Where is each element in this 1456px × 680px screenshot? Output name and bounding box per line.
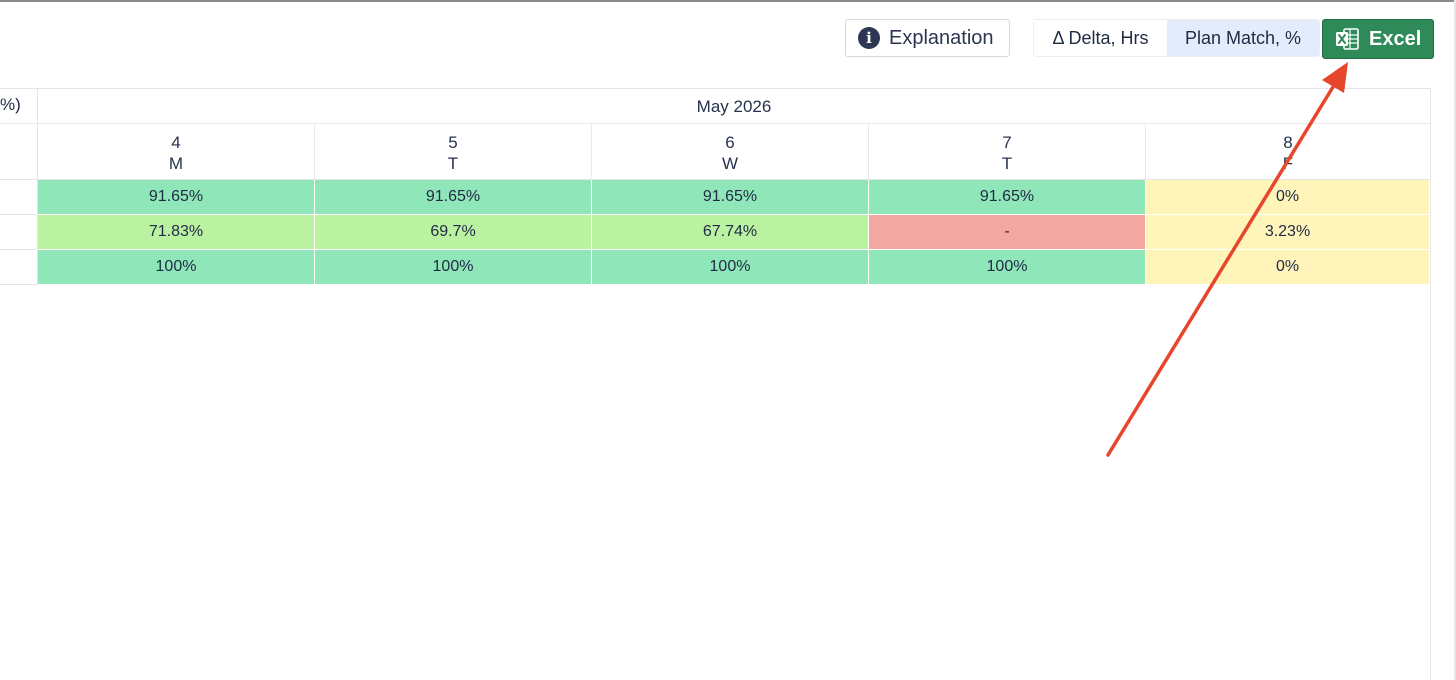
row-header-cell	[0, 180, 38, 215]
data-cell[interactable]: 100%	[38, 250, 315, 285]
data-cell[interactable]: 67.74%	[592, 215, 869, 250]
data-cell[interactable]: 91.65%	[869, 180, 1146, 215]
day-weekday: F	[1282, 154, 1294, 173]
data-cell[interactable]: 91.65%	[38, 180, 315, 215]
table-row: 71.83% 69.7% 67.74% - 3.23%	[0, 215, 1430, 250]
data-cell[interactable]: 91.65%	[315, 180, 592, 215]
data-cell[interactable]: 0%	[1146, 180, 1430, 215]
data-cell[interactable]: 3.23%	[1146, 215, 1430, 250]
data-cell[interactable]: 71.83%	[38, 215, 315, 250]
day-weekday: M	[168, 154, 184, 173]
window-right-border	[1454, 0, 1456, 680]
month-header: May 2026	[696, 97, 772, 116]
plan-match-table: %) May 2026 4 M 5 T 6 W 7 T 8 F 91.65% 9…	[0, 88, 1430, 285]
data-cell[interactable]: 91.65%	[592, 180, 869, 215]
excel-icon	[1335, 28, 1359, 50]
day-header: 5 T	[315, 124, 592, 179]
day-header: 6 W	[592, 124, 869, 179]
row-header-cell	[0, 250, 38, 285]
day-number: 8	[1283, 133, 1293, 152]
table-row: 100% 100% 100% 100% 0%	[0, 250, 1430, 285]
day-number: 7	[1002, 133, 1012, 152]
month-header-row: %) May 2026	[0, 89, 1430, 124]
day-header-row: 4 M 5 T 6 W 7 T 8 F	[0, 124, 1430, 180]
column-header-fragment: %)	[0, 95, 21, 114]
excel-label: Excel	[1369, 27, 1422, 50]
row-header-column	[0, 124, 38, 179]
explanation-label: Explanation	[889, 26, 994, 49]
data-cell[interactable]: 100%	[315, 250, 592, 285]
data-cell[interactable]: 100%	[869, 250, 1146, 285]
data-cell[interactable]: 0%	[1146, 250, 1430, 285]
excel-export-button[interactable]: Excel	[1322, 19, 1434, 59]
day-weekday: T	[1001, 154, 1013, 173]
window-top-border	[0, 0, 1456, 2]
data-cell[interactable]: 100%	[592, 250, 869, 285]
day-number: 5	[448, 133, 458, 152]
day-number: 6	[725, 133, 735, 152]
day-header: 8 F	[1146, 124, 1430, 179]
data-cell[interactable]: -	[869, 215, 1146, 250]
row-header-cell	[0, 215, 38, 250]
toggle-delta-label: Δ Delta, Hrs	[1052, 27, 1149, 48]
day-header: 4 M	[38, 124, 315, 179]
toggle-delta-hrs[interactable]: Δ Delta, Hrs	[1034, 20, 1167, 56]
row-header-column: %)	[0, 89, 38, 123]
data-cell[interactable]: 69.7%	[315, 215, 592, 250]
day-number: 4	[171, 133, 181, 152]
explanation-button[interactable]: i Explanation	[845, 19, 1010, 57]
view-mode-toggle: Δ Delta, Hrs Plan Match, %	[1033, 19, 1320, 57]
toggle-plan-match[interactable]: Plan Match, %	[1167, 20, 1319, 56]
day-weekday: T	[447, 154, 459, 173]
toggle-plan-label: Plan Match, %	[1184, 27, 1302, 48]
day-header: 7 T	[869, 124, 1146, 179]
vertical-scrollbar[interactable]	[1430, 88, 1431, 680]
info-icon: i	[858, 27, 880, 49]
table-row: 91.65% 91.65% 91.65% 91.65% 0%	[0, 180, 1430, 215]
day-weekday: W	[721, 154, 739, 173]
